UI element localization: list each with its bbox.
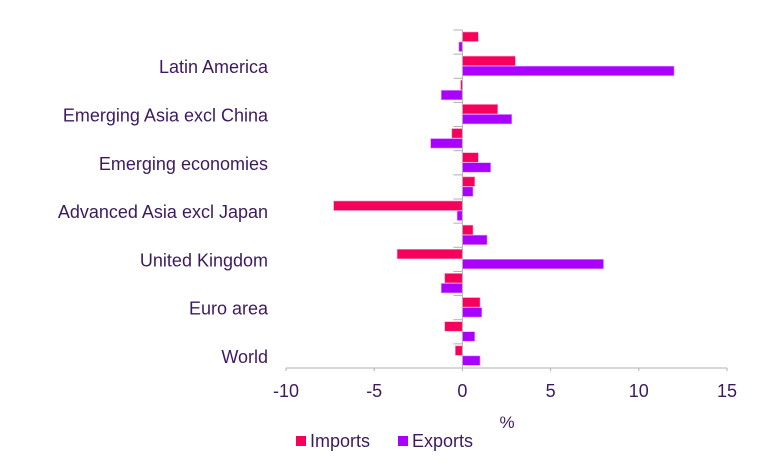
bar-exports <box>430 138 463 149</box>
bar-exports <box>462 162 491 173</box>
bar-exports <box>462 258 604 270</box>
bar-exports <box>462 186 474 197</box>
category-label: Emerging economies <box>99 154 268 174</box>
bar-imports <box>333 200 463 211</box>
bar-imports <box>444 273 463 284</box>
x-tick-label: -5 <box>366 381 382 401</box>
category-label: World <box>221 347 268 367</box>
legend-swatch-exports <box>398 436 408 446</box>
x-tick-label: 15 <box>717 381 737 401</box>
bar-imports <box>462 104 498 115</box>
bar-imports <box>451 128 463 139</box>
x-axis-label: % <box>499 413 514 432</box>
bar-exports <box>458 41 463 52</box>
legend-swatch-imports <box>296 436 306 446</box>
bar-imports <box>444 321 463 332</box>
bar-imports <box>455 345 463 356</box>
category-label: Latin America <box>159 57 269 77</box>
bar-exports <box>462 355 481 366</box>
category-label: Euro area <box>189 299 269 319</box>
bar-imports <box>462 31 479 42</box>
legend-label-exports: Exports <box>412 431 473 451</box>
legend-label-imports: Imports <box>310 431 370 451</box>
bar-exports <box>462 234 488 245</box>
bar-exports <box>462 114 513 125</box>
bar-imports <box>462 55 516 66</box>
bar-imports <box>462 152 479 163</box>
bar-imports <box>396 248 463 260</box>
x-tick-label: -10 <box>273 381 299 401</box>
bar-exports <box>462 331 476 342</box>
x-tick-label: 5 <box>546 381 556 401</box>
bar-imports <box>462 176 476 187</box>
bar-exports <box>462 65 675 76</box>
bar-exports <box>440 89 463 101</box>
bar-imports <box>462 297 481 308</box>
category-label: United Kingdom <box>140 250 268 270</box>
bar-imports <box>462 224 474 235</box>
category-label: Advanced Asia excl Japan <box>58 202 268 222</box>
x-tick-label: 10 <box>629 381 649 401</box>
bar-exports <box>440 283 463 294</box>
category-label: Emerging Asia excl China <box>63 106 269 126</box>
x-tick-label: 0 <box>457 381 467 401</box>
bar-exports <box>462 307 483 318</box>
bar-exports <box>456 210 463 221</box>
